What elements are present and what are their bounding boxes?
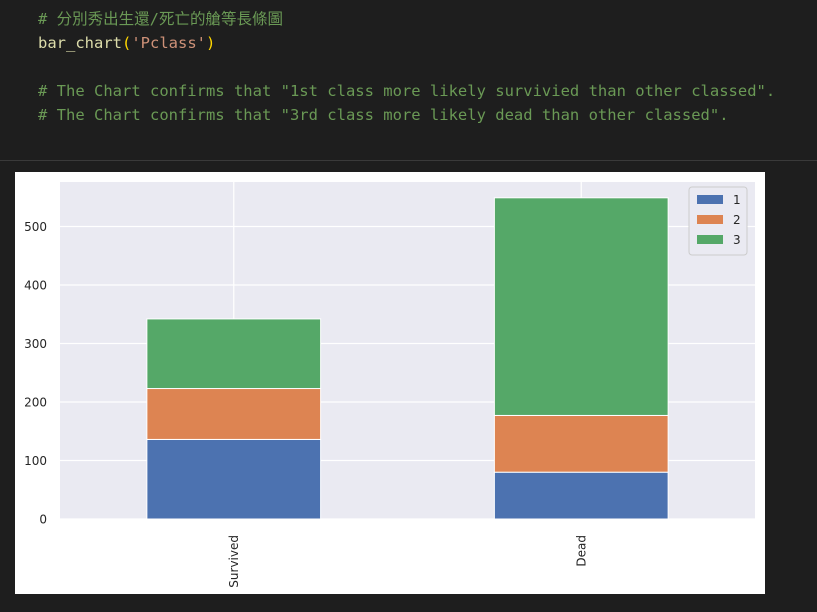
bar-segment-dead-class-1: [493, 471, 669, 520]
string-argument: 'Pclass': [131, 34, 206, 52]
open-paren: (: [122, 34, 132, 52]
legend-swatch-3: [697, 235, 723, 244]
bar-segment-survived-class-1: [146, 438, 322, 520]
y-tick-label: 400: [24, 278, 47, 292]
code-cell[interactable]: # 分別秀出生還/死亡的艙等長條圖 bar_chart('Pclass') # …: [0, 0, 817, 161]
code-comment-line: # The Chart confirms that "1st class mor…: [38, 82, 776, 100]
bar-segment-dead-class-2: [493, 414, 669, 473]
y-tick-label: 100: [24, 454, 47, 468]
y-tick-label: 0: [39, 513, 47, 527]
legend-swatch-1: [697, 195, 723, 204]
x-tick-label: Dead: [574, 535, 588, 567]
code-comment-line: # The Chart confirms that "3rd class mor…: [38, 106, 729, 124]
legend-label: 1: [733, 193, 741, 207]
function-name: bar_chart: [38, 34, 122, 52]
chart-figure: 0 100 200 300 400 500 Survived Dead 1 2 3: [15, 172, 765, 594]
legend-swatch-2: [697, 215, 723, 224]
bar-segment-survived-class-2: [146, 388, 322, 440]
y-tick-label: 200: [24, 395, 47, 409]
code-comment-line: # 分別秀出生還/死亡的艙等長條圖: [38, 10, 283, 28]
bar-segment-dead-class-3: [493, 197, 669, 416]
stacked-bar-chart: 0 100 200 300 400 500 Survived Dead 1 2 3: [24, 182, 755, 588]
legend-label: 3: [733, 233, 741, 247]
legend-label: 2: [733, 213, 741, 227]
bar-segment-survived-class-3: [146, 318, 322, 390]
y-tick-label: 300: [24, 337, 47, 351]
code-call-line: bar_chart('Pclass'): [38, 33, 215, 53]
close-paren: ): [206, 34, 216, 52]
y-tick-label: 500: [24, 220, 47, 234]
x-tick-label: Survived: [227, 535, 241, 588]
